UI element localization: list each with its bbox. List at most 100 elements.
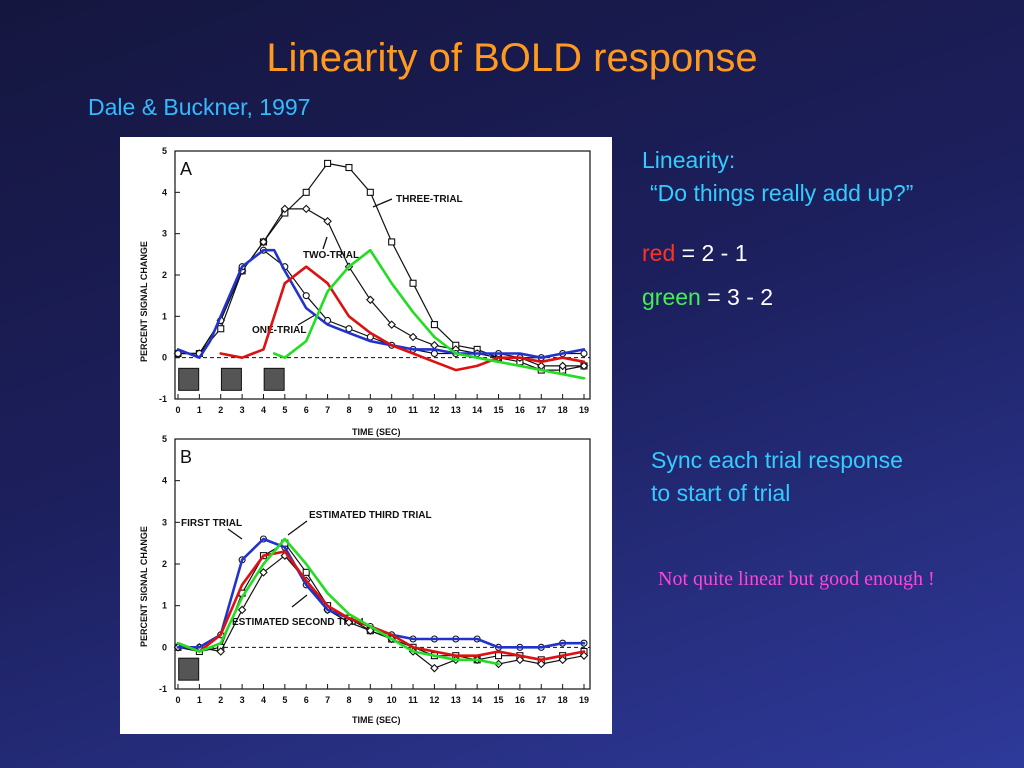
panel-b-point-diamond xyxy=(579,651,589,660)
panel-a-x-tick-label: 0 xyxy=(175,405,180,415)
panel-b-point-diamond xyxy=(216,647,226,656)
arrow-two-trial xyxy=(322,236,328,250)
panel-a-y-tick-label: 2 xyxy=(162,270,167,280)
panel-a-x-tick-label: 8 xyxy=(346,405,351,415)
panel-b-x-tick-label: 2 xyxy=(218,695,223,705)
panel-a-y-tick-label: 3 xyxy=(162,229,167,239)
slide-title: Linearity of BOLD response xyxy=(266,36,758,80)
panel-a-x-tick-label: 3 xyxy=(240,405,245,415)
arrow-one-trial xyxy=(297,314,316,326)
panel-a-series-line-5 xyxy=(272,248,586,380)
figure-image: A PERCENT SIGNAL CHANGE TIME (SEC) THREE… xyxy=(120,137,612,734)
panel-a-ylabel: PERCENT SIGNAL CHANGE xyxy=(139,241,149,362)
panel-a-x-tick-label: 13 xyxy=(451,405,461,415)
panel-a-point-diamond xyxy=(280,204,290,214)
panel-b-x-tick-label: 11 xyxy=(408,695,418,705)
arrow-second-trial xyxy=(291,594,308,608)
panel-a-point-circle xyxy=(580,349,588,358)
panel-a-x-tick-label: 14 xyxy=(472,405,482,415)
sync-text-line1: Sync each trial response xyxy=(651,447,903,473)
panel-b-x-tick-label: 19 xyxy=(579,695,589,705)
red-formula: = 2 - 1 xyxy=(675,240,748,266)
panel-b-x-tick-label: 3 xyxy=(240,695,245,705)
panel-b-x-tick-label: 18 xyxy=(558,695,568,705)
panel-b-xlabel: TIME (SEC) xyxy=(352,715,401,725)
panel-a-point-diamond xyxy=(408,332,418,342)
panel-b-x-tick-label: 5 xyxy=(282,695,287,705)
panel-a-point-circle xyxy=(302,292,310,300)
panel-b-x-tick-label: 6 xyxy=(304,695,309,705)
panel-b-x-tick-label: 7 xyxy=(325,695,330,705)
panel-b-x-tick-label: 14 xyxy=(472,695,482,705)
panel-a-x-tick-label: 15 xyxy=(494,405,504,415)
panel-b-point-diamond xyxy=(237,605,247,615)
panel-b-x-tick-label: 4 xyxy=(261,695,266,705)
panel-a-y-tick-label: 4 xyxy=(162,187,167,197)
sync-text-line2: to start of trial xyxy=(651,480,791,506)
panel-a-series-line-3 xyxy=(176,248,586,359)
panel-a-x-tick-label: 7 xyxy=(325,405,330,415)
panel-b-y-tick-label: 4 xyxy=(162,476,167,486)
panel-b-x-tick-label: 8 xyxy=(346,695,351,705)
label-estimated-second-trial: ESTIMATED SECOND TRIAL xyxy=(232,617,367,628)
panel-b-y-tick-label: -1 xyxy=(159,684,167,694)
label-estimated-third-trial: ESTIMATED THIRD TRIAL xyxy=(309,510,432,521)
panel-b-point-diamond xyxy=(430,663,439,673)
panel-b-y-tick-label: 2 xyxy=(162,559,167,569)
panel-a-x-tick-label: 19 xyxy=(579,405,589,415)
panel-b-x-tick-label: 12 xyxy=(429,695,439,705)
panel-b-letter: B xyxy=(180,447,192,467)
arrow-first-trial xyxy=(227,528,243,540)
panel-a-point-diamond xyxy=(387,320,396,329)
panel-b: B PERCENT SIGNAL CHANGE TIME (SEC) FIRST… xyxy=(139,434,591,725)
label-one-trial: ONE-TRIAL xyxy=(252,325,306,336)
panel-a-point-diamond xyxy=(259,237,268,247)
panel-a-x-tick-label: 10 xyxy=(387,405,397,415)
panel-b-y-tick-label: 0 xyxy=(162,642,167,652)
panel-a-xlabel: TIME (SEC) xyxy=(352,427,401,437)
panel-a-series-line-4 xyxy=(219,265,586,372)
panel-a-x-tick-label: 1 xyxy=(197,405,202,415)
panel-a-y-tick-label: 0 xyxy=(162,353,167,363)
panel-a-point-square xyxy=(324,159,332,167)
panel-a: A PERCENT SIGNAL CHANGE TIME (SEC) THREE… xyxy=(139,146,591,437)
panel-a-point-diamond xyxy=(366,295,375,305)
panel-a-x-tick-label: 9 xyxy=(368,405,373,415)
green-equation: green = 3 - 2 xyxy=(642,284,773,311)
panel-a-point-diamond xyxy=(579,361,589,371)
red-equation: red = 2 - 1 xyxy=(642,240,747,267)
panel-a-point-square xyxy=(217,325,225,333)
green-word: green xyxy=(642,284,701,310)
citation: Dale & Buckner, 1997 xyxy=(88,94,311,120)
panel-a-point-diamond xyxy=(558,361,567,371)
panel-b-x-tick-label: 1 xyxy=(197,695,202,705)
panel-b-frame xyxy=(174,438,591,690)
panel-a-point-diamond xyxy=(301,204,311,214)
panel-a-x-tick-label: 6 xyxy=(304,405,309,415)
arrow-third-trial xyxy=(287,520,308,536)
panel-a-x-tick-label: 17 xyxy=(536,405,546,415)
panel-a-x-tick-label: 11 xyxy=(408,405,418,415)
panel-b-stimulus-block xyxy=(178,657,200,681)
panel-a-x-tick-label: 18 xyxy=(558,405,568,415)
panel-b-x-tick-label: 16 xyxy=(515,695,525,705)
panel-a-stimulus-block xyxy=(220,367,242,391)
panel-a-letter: A xyxy=(180,159,192,179)
note-text: Not quite linear but good enough ! xyxy=(658,568,935,590)
panel-b-point-diamond xyxy=(259,568,268,577)
panel-b-series-line-4 xyxy=(176,550,586,662)
panel-a-y-tick-label: 1 xyxy=(162,311,167,321)
panel-a-y-tick-label: -1 xyxy=(159,394,167,404)
green-formula: = 3 - 2 xyxy=(700,284,774,310)
linearity-question: “Do things really add up?” xyxy=(650,180,914,206)
label-three-trial: THREE-TRIAL xyxy=(396,194,463,205)
panel-b-point-diamond xyxy=(536,659,546,669)
panel-a-x-tick-label: 2 xyxy=(218,405,223,415)
panel-a-point-square xyxy=(430,321,438,329)
linearity-heading: Linearity: xyxy=(642,147,736,173)
panel-a-x-tick-label: 16 xyxy=(515,405,525,415)
panel-b-x-tick-label: 10 xyxy=(387,695,397,705)
panel-b-x-tick-label: 15 xyxy=(494,695,504,705)
figure-svg: A PERCENT SIGNAL CHANGE TIME (SEC) THREE… xyxy=(139,146,591,725)
panel-b-x-tick-label: 9 xyxy=(368,695,373,705)
